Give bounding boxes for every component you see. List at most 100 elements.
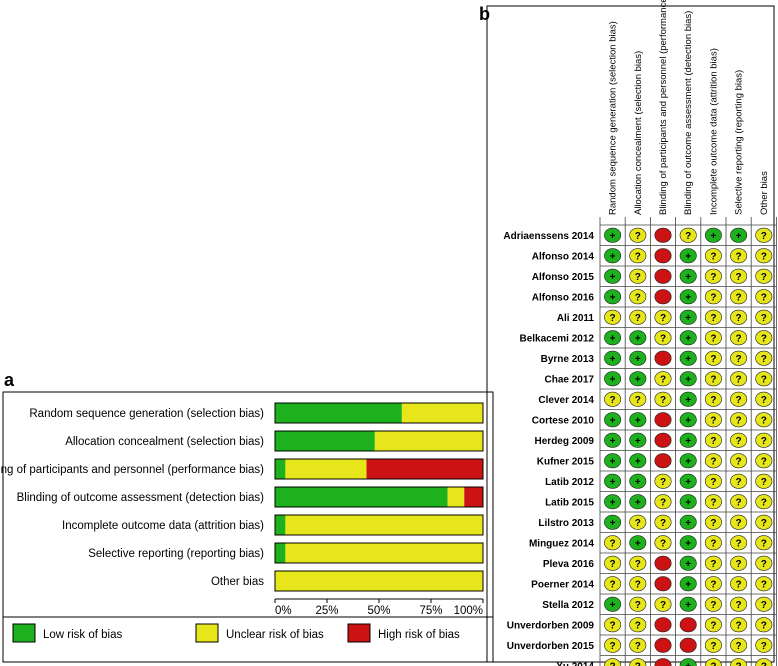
rating-dot-unclear [730, 596, 748, 612]
domain-label: Incomplete outcome data (attrition bias) [62, 520, 264, 532]
rating-dot-unclear [704, 494, 722, 510]
rating-symbol: ? [710, 518, 716, 529]
rating-dot-unclear [629, 514, 647, 530]
rating-dot-high [654, 248, 672, 264]
rating-symbol: + [685, 436, 691, 447]
rating-dot-low [604, 227, 622, 243]
rating-dot-unclear [755, 248, 773, 264]
rating-dot-unclear [755, 412, 773, 428]
study-label: Lilstro 2013 [538, 518, 594, 529]
rating-symbol: ? [710, 374, 716, 385]
domain-label: Random sequence generation (selection bi… [29, 408, 264, 420]
rating-dot-unclear [755, 350, 773, 366]
rating-dot-high [654, 350, 672, 366]
rating-dot-low [629, 535, 647, 551]
bar-outline [274, 542, 484, 564]
rating-dot-unclear [704, 576, 722, 592]
rating-symbol: ? [761, 374, 767, 385]
rating-symbol: ? [761, 497, 767, 508]
rating-symbol: + [685, 272, 691, 283]
stacked-bars [274, 402, 484, 592]
legend-swatch-high [347, 623, 371, 643]
bar-outline [274, 430, 484, 452]
rating-dot-low [629, 453, 647, 469]
rating-dot-unclear [755, 514, 773, 530]
rating-symbol: ? [710, 333, 716, 344]
rating-symbol: ? [761, 518, 767, 529]
rating-dot-low [679, 473, 697, 489]
rating-dot-low [679, 596, 697, 612]
rating-symbol: ? [635, 661, 641, 666]
rating-dot-unclear [604, 555, 622, 571]
rating-dot-unclear [629, 576, 647, 592]
study-label: Belkacemi 2012 [519, 333, 594, 344]
rating-symbol: ? [736, 395, 742, 406]
rating-symbol: + [685, 579, 691, 590]
rating-symbol: + [610, 518, 616, 529]
domain-label: Other bias [211, 576, 264, 588]
rating-symbol: + [685, 559, 691, 570]
rating-dot-unclear [604, 637, 622, 653]
rating-dot-unclear [730, 494, 748, 510]
study-labels: Adriaenssens 2014 Alfonso 2014 Alfonso 201… [503, 231, 594, 666]
rating-dot-unclear [654, 596, 672, 612]
legend-swatch-unclear [195, 623, 219, 643]
rating-dot-low [629, 330, 647, 346]
rating-symbol: ? [736, 333, 742, 344]
rating-dot-unclear [730, 637, 748, 653]
rating-symbol: ? [610, 620, 616, 631]
column-header: Allocation concealment (selection bias) [633, 51, 644, 215]
rating-symbol: ? [635, 579, 641, 590]
rating-symbol: ? [710, 456, 716, 467]
rating-dot-unclear [654, 371, 672, 387]
x-tick-label: 75% [419, 605, 442, 617]
bar-segment-low [275, 515, 286, 535]
rating-symbol: ? [736, 354, 742, 365]
rating-dot-unclear [755, 555, 773, 571]
rating-symbol: + [610, 436, 616, 447]
rating-dot-unclear [730, 371, 748, 387]
rating-dot-low [679, 453, 697, 469]
rating-symbol: + [685, 477, 691, 488]
rating-dot-low [604, 330, 622, 346]
rating-dot-high [654, 453, 672, 469]
rating-symbol: + [635, 538, 641, 549]
rating-symbol: ? [736, 497, 742, 508]
bar-outline [274, 570, 484, 592]
rating-symbol: ? [736, 436, 742, 447]
rating-symbol: ? [635, 600, 641, 611]
rating-symbol: + [610, 374, 616, 385]
rating-dot-unclear [755, 432, 773, 448]
rating-symbol: ? [660, 497, 666, 508]
x-tick-label: 100% [454, 605, 483, 617]
rating-dot-low [629, 412, 647, 428]
rating-dot-unclear [629, 309, 647, 325]
rating-symbol: + [685, 415, 691, 426]
rating-dot-low [679, 248, 697, 264]
rating-dot-low [604, 412, 622, 428]
rating-symbol: + [610, 497, 616, 508]
rating-symbol: ? [736, 374, 742, 385]
rating-dot-unclear [654, 309, 672, 325]
rating-symbol: ? [761, 436, 767, 447]
column-header: Other bias [759, 171, 770, 215]
rating-dot-unclear [704, 514, 722, 530]
rating-dot-high [654, 227, 672, 243]
rating-dot-unclear [604, 617, 622, 633]
rating-dot-low [629, 494, 647, 510]
study-label: Byrne 2013 [541, 354, 595, 365]
rating-dot-low [679, 555, 697, 571]
panel-a-label: a [4, 370, 15, 390]
rating-symbol: + [635, 333, 641, 344]
bar-segment-high [366, 459, 483, 479]
study-label: Latib 2015 [545, 497, 594, 508]
rating-dot-unclear [755, 330, 773, 346]
risk-of-bias-summary-chart: Random sequence generation (selection bi… [0, 391, 494, 663]
rating-symbol: + [685, 538, 691, 549]
bar-outline [274, 514, 484, 536]
rating-symbol: ? [761, 559, 767, 570]
rating-symbol: + [685, 333, 691, 344]
rating-symbol: ? [710, 538, 716, 549]
rating-symbol: ? [710, 600, 716, 611]
